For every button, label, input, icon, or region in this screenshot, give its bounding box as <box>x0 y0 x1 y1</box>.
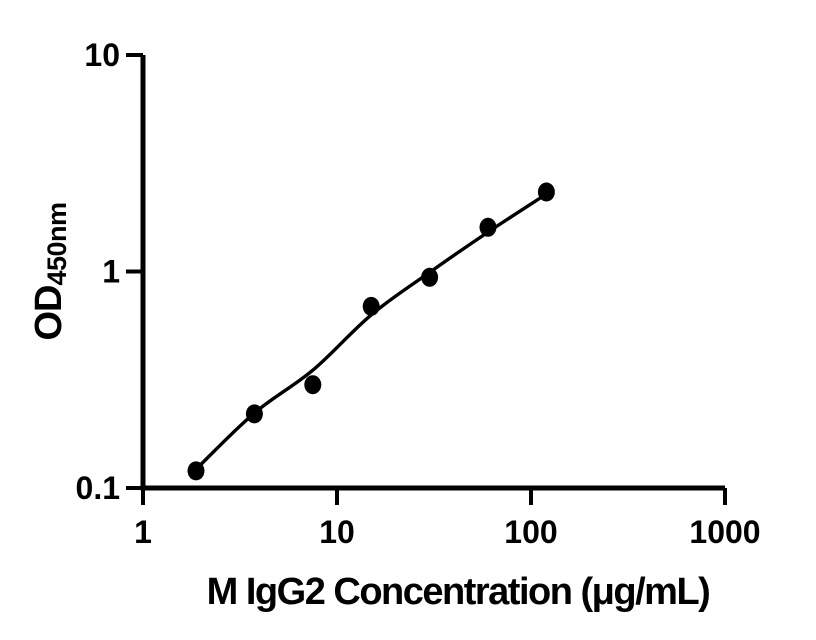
y-axis-title-main: OD <box>28 286 70 341</box>
x-tick-label: 1000 <box>689 514 760 550</box>
y-axis-title-sub: 450nm <box>42 202 72 285</box>
y-tick-label: 10 <box>84 37 120 73</box>
x-tick-label: 1 <box>134 514 152 550</box>
y-tick-label: 0.1 <box>76 470 120 506</box>
fit-curve <box>194 192 549 471</box>
data-point <box>421 267 439 287</box>
x-axis-ticks: 1 10 100 1000 <box>134 488 761 550</box>
data-point <box>245 404 263 424</box>
data-point <box>304 375 322 395</box>
y-tick-label: 1 <box>102 254 120 290</box>
y-axis-ticks: 10 1 0.1 <box>76 37 143 506</box>
x-axis-title: M IgG2 Concentration (μg/mL) <box>207 571 710 613</box>
x-tick-label: 100 <box>504 514 557 550</box>
data-point <box>537 182 555 202</box>
data-point <box>362 296 380 316</box>
y-axis-title: OD450nm <box>28 202 72 340</box>
data-point <box>479 217 497 237</box>
x-tick-label: 10 <box>319 514 355 550</box>
data-points <box>187 182 555 481</box>
data-point <box>187 461 205 481</box>
